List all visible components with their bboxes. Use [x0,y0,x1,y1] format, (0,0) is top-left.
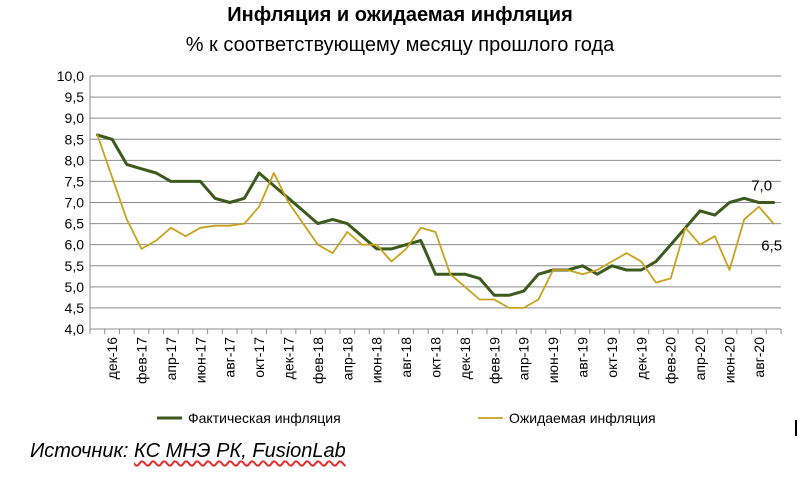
source-prefix: Источник: [30,440,135,462]
legend-label-actual: Фактическая инфляция [188,410,341,426]
x-tick-label: фев-18 [310,337,326,384]
series-line-expected [96,134,775,309]
y-tick-label: 10,0 [57,68,84,84]
x-tick-label: дек-16 [104,337,120,380]
y-tick-label: 9,0 [65,110,85,126]
y-tick-label: 9,5 [65,89,85,105]
data-label-expected-last: 6,5 [761,238,782,255]
y-tick-label: 4,0 [65,321,85,337]
y-tick-label: 5,5 [65,258,85,274]
x-tick-label: дек-17 [280,337,296,380]
x-tick-label: фев-20 [663,337,679,384]
x-tick-label: июн-18 [369,337,385,384]
gridlines [90,75,781,309]
x-tick-label: авг-19 [575,337,591,378]
x-tick-label: апр-19 [516,337,532,381]
y-tick-label: 4,5 [65,300,85,316]
source-note: Источник: КС МНЭ РК, FusionLab [30,440,346,463]
chart-title: Инфляция и ожидаемая инфляция [227,4,573,26]
x-tick-label: окт-19 [604,337,620,378]
legend-label-expected: Ожидаемая инфляция [509,410,656,426]
edge-marker [795,420,797,436]
x-tick-label: авг-18 [398,337,414,378]
series-line-actual [95,133,776,297]
x-tick-label: окт-18 [428,337,444,378]
x-tick-label: апр-20 [692,337,708,381]
x-tick-label: окт-17 [251,337,267,378]
y-tick-label: 8,5 [65,131,85,147]
x-tick-label: апр-18 [339,337,355,381]
x-tick-label: дек-19 [633,337,649,380]
legend: Фактическая инфляция Ожидаемая инфляция [157,410,656,426]
y-tick-label: 7,0 [65,195,85,211]
chart-subtitle: % к соответствующему месяцу прошлого год… [185,34,615,56]
source-main: КС МНЭ РК, FusionLab [134,440,346,462]
data-label-actual-last: 7,0 [751,178,772,195]
x-tick-label: июн-17 [192,337,208,384]
x-tick-label: июн-19 [545,337,561,384]
x-tick-label: авг-17 [222,337,238,378]
x-tick-label: дек-18 [457,337,473,380]
series-lines [95,133,776,309]
y-tick-label: 6,0 [65,237,85,253]
x-tick-label: июн-20 [722,337,738,384]
x-tick-label: авг-20 [751,337,767,378]
y-tick-label: 5,0 [65,279,85,295]
x-tick-label: апр-17 [163,337,179,381]
y-tick-label: 8,0 [65,152,85,168]
y-tick-label: 7,5 [65,173,85,189]
x-tick-label: фев-19 [486,337,502,384]
x-tick-label: фев-17 [133,337,149,384]
y-tick-label: 6,5 [65,216,85,232]
axes: 4,0 4,5 5,0 5,5 6,0 6,5 7,0 7,5 8,0 8,5 9,0 9,5 10,0… [57,68,782,384]
data-labels: 7,0 6,5 [751,178,782,255]
